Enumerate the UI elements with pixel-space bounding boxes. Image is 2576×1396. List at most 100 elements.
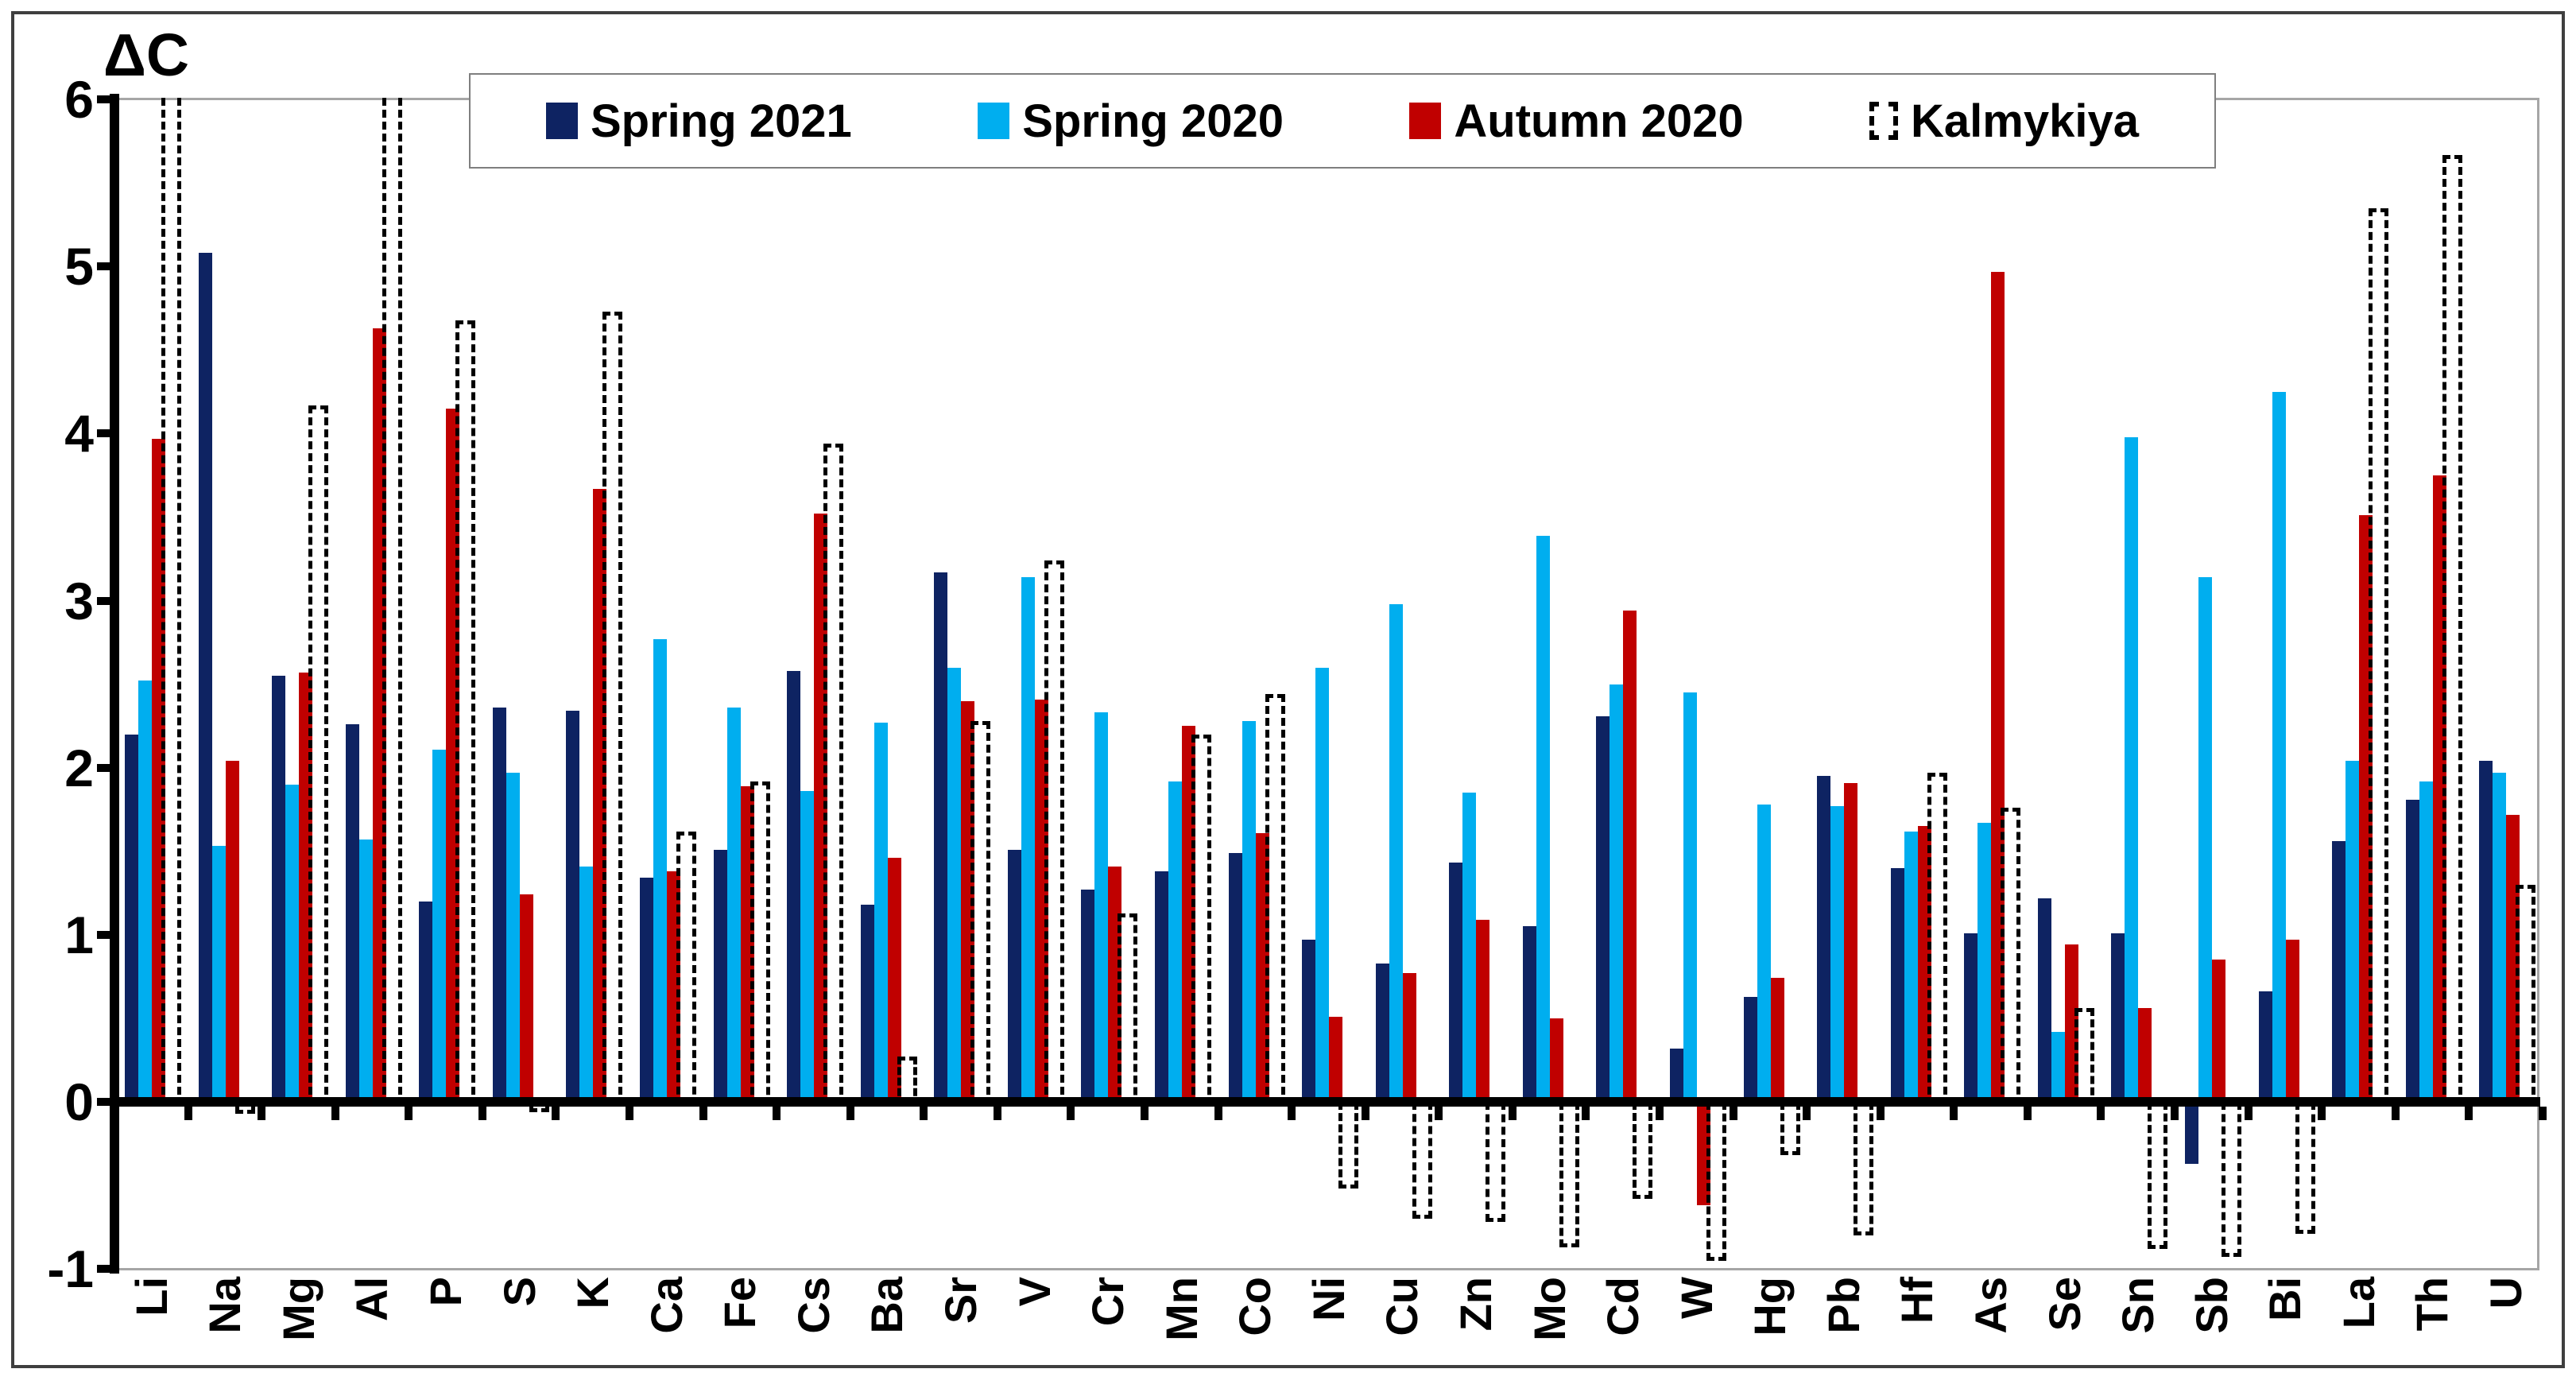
plot-right-border <box>2537 98 2539 1270</box>
bar-ba-spring-2020 <box>874 722 888 1102</box>
bar-cu-spring-2020 <box>1389 603 1403 1102</box>
y-axis-tick <box>97 1098 119 1106</box>
legend: Spring 2021 Spring 2020 Autumn 2020 Kalmyki… <box>469 73 2216 169</box>
x-axis-label-p: P <box>409 1277 482 1396</box>
x-axis-label-as: As <box>1954 1277 2028 1396</box>
x-axis-label-s: S <box>482 1277 556 1396</box>
bar-s-autumn-2020 <box>519 894 533 1102</box>
kalmykiya-bar-co-kalmykiya <box>1265 694 1285 1107</box>
x-axis-line <box>110 1097 2540 1107</box>
x-axis-tick <box>184 1107 192 1120</box>
x-axis-tick <box>1508 1107 1517 1120</box>
x-axis-label-li: Li <box>114 1277 188 1396</box>
legend-item-kalmykiya: Kalmykiya <box>1869 95 2139 148</box>
x-axis-tick <box>2538 1107 2547 1120</box>
bar-hg-spring-2020 <box>1757 804 1771 1102</box>
x-axis-label-fe: Fe <box>703 1277 777 1396</box>
bar-ni-spring-2021 <box>1302 940 1316 1102</box>
x-axis-tick <box>1140 1107 1149 1120</box>
x-axis-label-text: Fe <box>715 1277 765 1329</box>
bar-pb-spring-2021 <box>1817 776 1831 1102</box>
bar-cu-autumn-2020 <box>1402 973 1416 1102</box>
x-axis-label-text: K <box>567 1277 618 1309</box>
x-axis-tick <box>1288 1107 1296 1120</box>
x-axis-label-text: W <box>1671 1277 1722 1319</box>
kalmykiya-bar-hf-kalmykiya <box>1927 773 1947 1107</box>
x-axis-tick <box>1582 1107 1590 1120</box>
x-axis-tick <box>1950 1107 1958 1120</box>
kalmykiya-bar-ni-kalmykiya <box>1338 1102 1359 1189</box>
y-axis-tick <box>97 596 119 605</box>
kalmykiya-bar-hg-kalmykiya <box>1780 1102 1800 1156</box>
bar-na-autumn-2020 <box>225 761 239 1102</box>
x-axis-tick <box>405 1107 413 1120</box>
x-axis-label-text: Sr <box>935 1277 986 1324</box>
kalmykiya-bar-fe-kalmykiya <box>750 781 770 1107</box>
x-axis-label-text: Cd <box>1598 1277 1648 1336</box>
x-axis-label-cr: Cr <box>1071 1277 1145 1396</box>
x-axis-tick <box>993 1107 1001 1120</box>
legend-item-spring-2021: Spring 2021 <box>546 95 852 148</box>
x-axis-label-text: Mn <box>1156 1277 1207 1341</box>
y-axis-line <box>110 94 119 1274</box>
x-axis-tick <box>699 1107 707 1120</box>
kalmykiya-bar-k-kalmykiya <box>602 312 623 1107</box>
bar-co-spring-2020 <box>1242 720 1256 1102</box>
bar-sb-spring-2020 <box>2198 577 2212 1102</box>
kalmykiya-bar-cr-kalmykiya <box>1118 913 1138 1107</box>
bar-ba-spring-2021 <box>860 905 874 1102</box>
kalmykiya-bar-mg-kalmykiya <box>308 405 329 1107</box>
x-axis-label-ni: Ni <box>1292 1277 1365 1396</box>
kalmykiya-bar-mo-kalmykiya <box>1559 1102 1579 1247</box>
x-axis-label-mn: Mn <box>1145 1277 1218 1396</box>
bar-sb-autumn-2020 <box>2211 960 2225 1102</box>
bar-sr-spring-2021 <box>934 572 948 1102</box>
x-axis-tick <box>2318 1107 2326 1120</box>
bar-s-spring-2021 <box>492 708 506 1102</box>
x-axis-tick <box>920 1107 928 1120</box>
x-axis-label-co: Co <box>1218 1277 1292 1396</box>
bar-mg-spring-2021 <box>272 676 286 1102</box>
bar-ca-spring-2020 <box>653 638 667 1102</box>
kalmykiya-bar-ca-kalmykiya <box>676 831 696 1107</box>
bar-na-spring-2020 <box>211 846 226 1102</box>
bar-th-spring-2020 <box>2419 781 2433 1102</box>
y-axis-tick-label: 6 <box>64 70 94 130</box>
x-axis-label-text: Co <box>1230 1277 1280 1336</box>
legend-item-spring-2020: Spring 2020 <box>978 95 1284 148</box>
kalmykiya-bar-u-kalmykiya <box>2516 884 2536 1107</box>
x-axis-label-text: Ca <box>641 1277 691 1334</box>
x-axis-label-hg: Hg <box>1733 1277 1807 1396</box>
x-axis-label-text: La <box>2333 1277 2384 1329</box>
bar-cd-spring-2020 <box>1610 684 1624 1102</box>
x-axis-label-la: La <box>2322 1277 2396 1396</box>
bar-cu-spring-2021 <box>1375 963 1389 1102</box>
x-axis-tick <box>258 1107 266 1120</box>
kalmykiya-bar-pb-kalmykiya <box>1854 1102 1874 1236</box>
bar-s-spring-2020 <box>506 773 520 1102</box>
legend-label: Spring 2021 <box>591 95 852 147</box>
bar-v-spring-2020 <box>1021 577 1035 1102</box>
x-axis-tick <box>625 1107 633 1120</box>
bar-mn-spring-2021 <box>1154 871 1168 1102</box>
y-axis-title: ΔC <box>103 21 190 88</box>
bar-mo-autumn-2020 <box>1549 1018 1563 1102</box>
kalmykiya-bar-al-kalmykiya <box>382 98 402 1107</box>
kalmykiya-bar-cu-kalmykiya <box>1412 1102 1432 1220</box>
x-axis-tick <box>552 1107 560 1120</box>
bar-fe-spring-2020 <box>726 708 741 1102</box>
bar-w-spring-2020 <box>1683 692 1697 1102</box>
bar-mo-spring-2021 <box>1522 926 1536 1102</box>
legend-swatch <box>978 103 1010 139</box>
x-axis-label-sr: Sr <box>924 1277 997 1396</box>
x-axis-label-text: Hf <box>1892 1277 1943 1324</box>
kalmykiya-bar-sr-kalmykiya <box>970 720 991 1107</box>
bar-sb-spring-2021 <box>2184 1102 2198 1164</box>
x-axis-tick <box>478 1107 486 1120</box>
kalmykiya-bar-p-kalmykiya <box>455 320 476 1107</box>
x-axis-label-text: Al <box>347 1277 397 1321</box>
bar-al-spring-2020 <box>358 840 373 1102</box>
x-axis-tick <box>846 1107 854 1120</box>
bar-as-spring-2020 <box>1978 823 1992 1102</box>
y-axis-tick-label: 1 <box>64 905 94 964</box>
